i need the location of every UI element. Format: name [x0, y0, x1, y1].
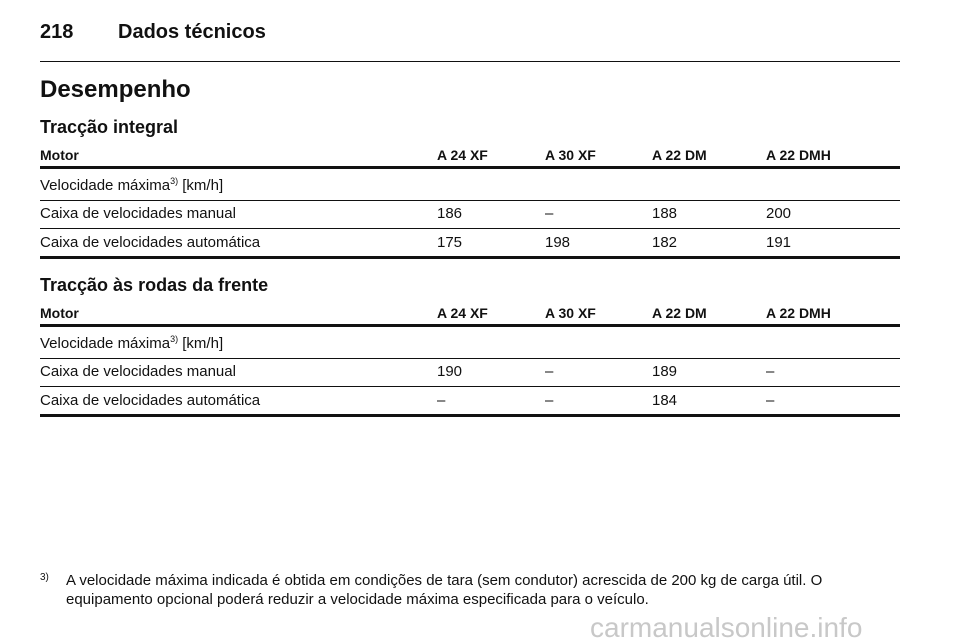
cell: 189 [652, 363, 678, 380]
column-header: A 24 XF [437, 305, 488, 321]
rule [40, 200, 900, 201]
heading: Desempenho [40, 76, 191, 103]
column-header: A 30 XF [545, 147, 596, 163]
cell: 191 [766, 234, 792, 251]
cell: – [766, 363, 775, 380]
footnote-line: A velocidade máxima indicada é obtida em… [66, 572, 823, 589]
section-title: Tracção integral [40, 117, 179, 137]
unit: [km/h] [182, 177, 224, 194]
rule-thick [40, 166, 900, 169]
subheading: Velocidade máxima3) [km/h] [40, 334, 223, 354]
rule-thick [40, 324, 900, 327]
cell: 188 [652, 205, 678, 222]
column-header: Motor [40, 147, 79, 163]
column-header: A 22 DMH [766, 147, 831, 163]
watermark: carmanualsonline.info [590, 612, 863, 642]
cell: 175 [437, 234, 463, 251]
subheading-text: Velocidade máxima [40, 335, 171, 352]
rule [40, 358, 900, 359]
unit: [km/h] [182, 335, 224, 352]
section-title: Tracção às rodas da frente [40, 275, 269, 295]
page-number: 218 [40, 21, 74, 43]
column-header: A 22 DM [652, 305, 707, 321]
cell: 184 [652, 392, 678, 409]
rule-thick [40, 414, 900, 417]
cell: 198 [545, 234, 571, 251]
subheading-text: Velocidade máxima [40, 177, 171, 194]
footnote-line: equipamento opcional poderá reduzir a ve… [66, 591, 649, 608]
column-header: A 30 XF [545, 305, 596, 321]
cell: 182 [652, 234, 678, 251]
cell: – [545, 363, 554, 380]
header-rule [40, 61, 900, 62]
cell: – [545, 205, 554, 222]
page-title: Dados técnicos [118, 21, 266, 43]
row-label: Caixa de velocidades automática [40, 392, 261, 409]
cell: 186 [437, 205, 463, 222]
cell: – [437, 392, 446, 409]
subheading: Velocidade máxima3) [km/h] [40, 176, 223, 196]
column-header: A 22 DM [652, 147, 707, 163]
cell: – [766, 392, 775, 409]
column-header: A 24 XF [437, 147, 488, 163]
footnote-mark: 3) [40, 572, 49, 583]
rule-thick [40, 256, 900, 259]
column-header: Motor [40, 305, 79, 321]
rule [40, 228, 900, 229]
rule [40, 386, 900, 387]
cell: 190 [437, 363, 463, 380]
row-label: Caixa de velocidades automática [40, 234, 261, 251]
footnote-ref: 3) [170, 176, 179, 186]
row-label: Caixa de velocidades manual [40, 363, 236, 380]
cell: – [545, 392, 554, 409]
row-label: Caixa de velocidades manual [40, 205, 236, 222]
footnote-ref: 3) [170, 334, 179, 344]
column-header: A 22 DMH [766, 305, 831, 321]
cell: 200 [766, 205, 792, 222]
